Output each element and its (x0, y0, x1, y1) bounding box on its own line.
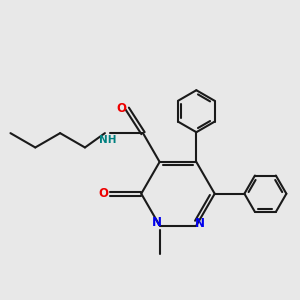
Text: O: O (98, 187, 109, 200)
Text: N: N (195, 217, 205, 230)
Text: O: O (116, 102, 126, 115)
Text: N: N (152, 215, 162, 229)
Text: NH: NH (99, 135, 117, 145)
